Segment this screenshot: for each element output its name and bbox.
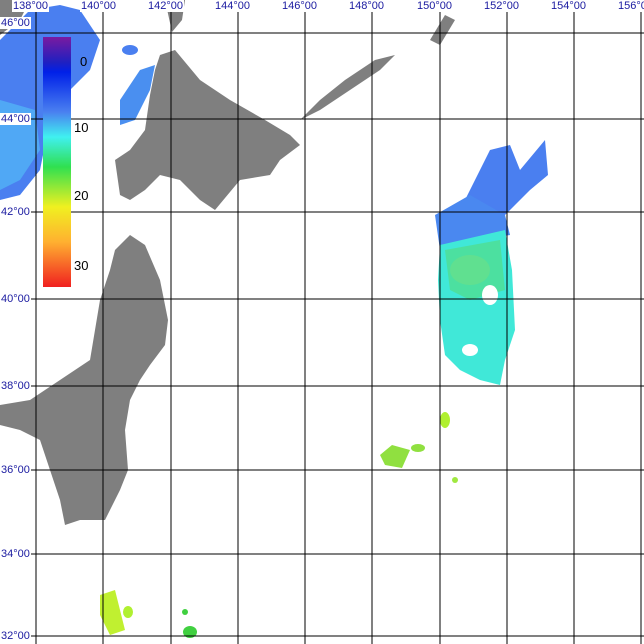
lon-label: 152°00 [483,0,520,12]
lon-label: 146°00 [281,0,318,12]
lat-label: 46°00 [0,17,31,29]
lon-label: 142°00 [147,0,184,12]
lat-label: 38°00 [0,380,31,392]
precip-east [435,140,548,385]
lon-label: 154°00 [550,0,587,12]
kuril-islands [300,55,395,120]
hokkaido [115,50,300,210]
lon-label: 138°00 [12,0,49,12]
lon-label: 156°00 [617,0,644,12]
lat-label: 42°00 [0,206,31,218]
colorbar-tick: 0 [80,54,88,69]
lon-label: 148°00 [348,0,385,12]
colorbar-tick: 30 [74,258,89,273]
honshu [0,235,168,525]
colorbar [43,37,71,287]
lat-label: 32°00 [0,630,31,642]
colorbar-tick: 20 [74,188,89,203]
lat-label: 40°00 [0,293,31,305]
lat-label: 36°00 [0,464,31,476]
lat-label: 34°00 [0,548,31,560]
lon-label: 140°00 [80,0,117,12]
lon-label: 150°00 [416,0,453,12]
colorbar-tick: 10 [74,120,89,135]
lon-label: 144°00 [214,0,251,12]
lat-label: 44°00 [0,113,31,125]
precip-scattered [100,412,458,638]
